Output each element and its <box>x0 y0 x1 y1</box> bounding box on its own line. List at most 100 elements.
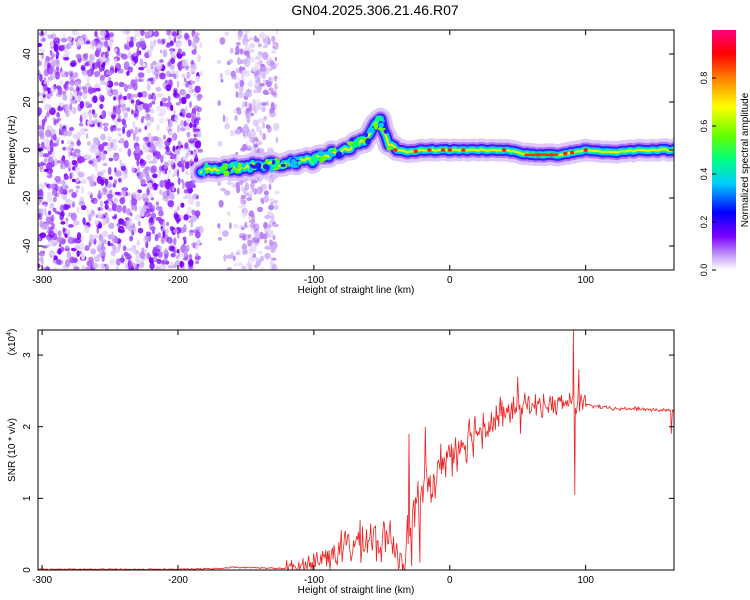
noise-speck <box>83 128 89 132</box>
noise-speck <box>188 87 194 94</box>
noise-speck <box>110 125 114 132</box>
noise-speck <box>168 169 172 175</box>
noise-speck <box>127 148 132 157</box>
snr-y-tick-label: 0 <box>22 567 33 573</box>
noise-speck <box>76 31 80 37</box>
noise-speck <box>119 159 122 165</box>
noise-speck <box>244 221 248 228</box>
noise-speck <box>148 77 154 81</box>
noise-speck <box>268 183 272 191</box>
spectrogram-ridge <box>190 107 674 184</box>
noise-speck <box>92 95 98 104</box>
noise-speck <box>136 50 140 58</box>
noise-speck <box>271 50 277 54</box>
noise-speck <box>179 252 185 258</box>
noise-speck <box>57 86 63 95</box>
noise-speck <box>102 162 108 167</box>
noise-speck <box>245 192 250 196</box>
noise-speck <box>263 194 270 203</box>
noise-speck <box>115 170 122 177</box>
noise-speck <box>180 89 187 98</box>
noise-speck <box>163 134 166 140</box>
noise-speck <box>88 213 92 222</box>
noise-speck <box>188 160 195 164</box>
noise-speck <box>65 110 70 118</box>
noise-speck <box>177 124 180 133</box>
noise-speck <box>69 102 73 111</box>
noise-speck <box>38 42 43 47</box>
noise-speck <box>127 224 132 231</box>
noise-speck <box>157 251 163 258</box>
noise-speck <box>119 98 125 106</box>
noise-speck <box>99 121 103 129</box>
noise-speck <box>185 119 191 124</box>
noise-speck <box>242 200 246 205</box>
noise-speck <box>194 37 199 44</box>
noise-speck <box>196 239 201 246</box>
noise-speck <box>148 102 152 109</box>
noise-speck <box>84 225 90 234</box>
spectrogram-x-tick-label: -200 <box>168 275 188 286</box>
noise-speck <box>270 216 275 222</box>
noise-speck <box>197 54 201 62</box>
noise-speck <box>127 84 134 90</box>
noise-speck <box>185 93 191 99</box>
noise-speck <box>116 50 121 57</box>
noise-speck <box>59 123 63 130</box>
noise-speck <box>97 254 102 258</box>
ridge-hotspot <box>461 148 466 152</box>
noise-speck <box>196 117 201 121</box>
noise-speck <box>148 160 155 164</box>
noise-speck <box>107 181 113 189</box>
noise-speck <box>92 262 98 269</box>
noise-speck <box>106 80 114 88</box>
noise-speck <box>48 226 54 231</box>
noise-speck <box>72 133 78 139</box>
noise-speck <box>63 50 71 56</box>
noise-speck <box>220 78 224 83</box>
noise-speck <box>50 214 55 222</box>
noise-speck <box>165 221 170 226</box>
noise-speck <box>46 191 53 201</box>
noise-speck <box>45 129 52 138</box>
noise-speck <box>188 83 193 89</box>
noise-speck <box>62 90 67 96</box>
noise-speck <box>190 80 195 85</box>
noise-speck <box>248 212 253 217</box>
ridge-blob <box>346 141 354 146</box>
noise-speck <box>158 117 165 124</box>
noise-speck <box>140 171 146 178</box>
ridge-blob <box>386 146 393 151</box>
noise-speck <box>99 66 103 73</box>
noise-speck <box>188 140 195 144</box>
noise-speck <box>38 129 45 137</box>
noise-speck <box>68 188 74 193</box>
noise-speck <box>111 231 114 239</box>
noise-speck <box>132 121 136 129</box>
noise-speck <box>191 107 197 114</box>
noise-speck <box>219 37 226 45</box>
noise-speck <box>46 166 52 175</box>
noise-speck <box>179 214 184 219</box>
noise-speck <box>94 119 98 125</box>
noise-speck <box>269 107 275 114</box>
noise-speck <box>116 118 122 123</box>
noise-speck <box>272 244 276 252</box>
noise-speck <box>97 144 105 152</box>
noise-speck <box>98 233 102 242</box>
noise-speck <box>100 152 106 161</box>
noise-speck <box>71 178 76 183</box>
ridge-blob <box>204 162 209 169</box>
noise-speck <box>234 115 238 121</box>
noise-speck <box>237 261 243 267</box>
noise-speck <box>54 175 61 182</box>
noise-speck <box>176 206 180 211</box>
noise-speck <box>244 38 250 43</box>
noise-speck <box>148 93 152 100</box>
noise-speck <box>236 186 241 194</box>
noise-speck <box>66 191 72 196</box>
spectrogram-y-label: Frequency (Hz) <box>7 116 18 185</box>
noise-speck <box>40 141 45 149</box>
noise-speck <box>149 192 153 199</box>
noise-speck <box>161 250 168 255</box>
